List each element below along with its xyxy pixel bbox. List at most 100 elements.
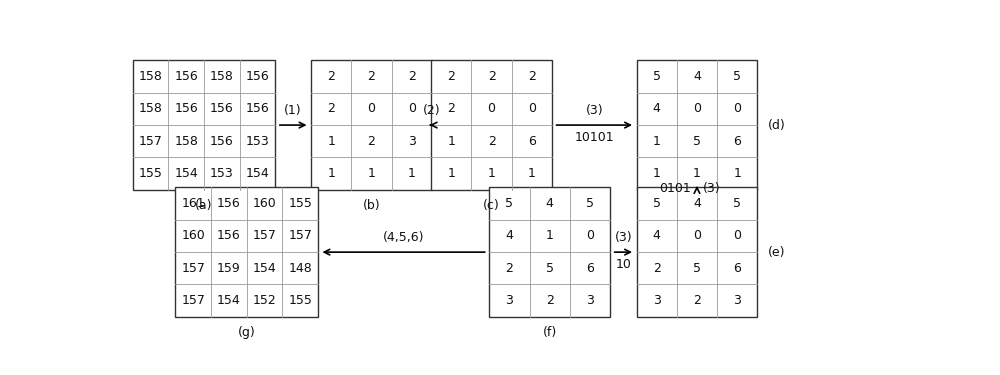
- Text: 158: 158: [139, 70, 163, 83]
- Text: (1): (1): [284, 104, 302, 117]
- Text: 0: 0: [733, 230, 741, 243]
- Text: 160: 160: [181, 230, 205, 243]
- Text: 0: 0: [408, 102, 416, 116]
- Bar: [133, 60, 275, 190]
- Text: 158: 158: [210, 70, 234, 83]
- Text: 2: 2: [368, 135, 375, 148]
- Text: 5: 5: [546, 262, 554, 275]
- Text: 154: 154: [217, 294, 241, 307]
- Text: 1: 1: [546, 230, 554, 243]
- Text: 3: 3: [733, 294, 741, 307]
- Text: 4: 4: [546, 197, 554, 210]
- Text: 1: 1: [653, 167, 661, 180]
- Bar: [175, 188, 318, 317]
- Text: 1: 1: [528, 167, 536, 180]
- Text: (b): (b): [363, 199, 380, 212]
- Text: 160: 160: [253, 197, 276, 210]
- Text: 2: 2: [447, 70, 455, 83]
- Text: 1: 1: [653, 135, 661, 148]
- Text: 5: 5: [693, 262, 701, 275]
- Text: 155: 155: [288, 294, 312, 307]
- Text: (d): (d): [768, 118, 786, 132]
- Text: 154: 154: [246, 167, 269, 180]
- Text: 148: 148: [288, 262, 312, 275]
- Text: 3: 3: [586, 294, 594, 307]
- Text: (g): (g): [238, 326, 256, 339]
- Text: 4: 4: [693, 70, 701, 83]
- Text: 153: 153: [210, 167, 234, 180]
- Text: 10101: 10101: [574, 131, 614, 144]
- Text: 155: 155: [139, 167, 163, 180]
- Text: 0: 0: [488, 102, 496, 116]
- Text: 2: 2: [368, 70, 375, 83]
- Text: 157: 157: [181, 262, 205, 275]
- Text: 1: 1: [447, 135, 455, 148]
- Text: (3): (3): [615, 231, 632, 244]
- Text: 158: 158: [139, 102, 163, 116]
- Text: (a): (a): [195, 199, 213, 212]
- Text: 4: 4: [693, 197, 701, 210]
- Text: 153: 153: [246, 135, 269, 148]
- Text: 1: 1: [368, 167, 375, 180]
- Text: 156: 156: [246, 102, 269, 116]
- Text: 0: 0: [528, 102, 536, 116]
- Text: 154: 154: [174, 167, 198, 180]
- Bar: [431, 60, 552, 190]
- Text: 5: 5: [733, 197, 741, 210]
- Text: 3: 3: [408, 135, 416, 148]
- Text: (3): (3): [703, 182, 721, 195]
- Text: 1: 1: [693, 167, 701, 180]
- Text: 158: 158: [174, 135, 198, 148]
- Text: 1: 1: [327, 135, 335, 148]
- Text: 0: 0: [733, 102, 741, 116]
- Text: 1: 1: [408, 167, 416, 180]
- Text: 1: 1: [733, 167, 741, 180]
- Bar: [637, 60, 757, 190]
- Text: 2: 2: [447, 102, 455, 116]
- Text: 6: 6: [733, 262, 741, 275]
- Text: (f): (f): [543, 326, 557, 339]
- Text: (e): (e): [768, 246, 786, 259]
- Text: 156: 156: [246, 70, 269, 83]
- Text: 1: 1: [488, 167, 496, 180]
- Text: 2: 2: [653, 262, 661, 275]
- Text: (4,5,6): (4,5,6): [383, 231, 424, 244]
- Text: 157: 157: [181, 294, 205, 307]
- Text: 5: 5: [653, 197, 661, 210]
- Text: 156: 156: [174, 70, 198, 83]
- Text: 0: 0: [586, 230, 594, 243]
- Bar: [311, 60, 432, 190]
- Text: 4: 4: [505, 230, 513, 243]
- Text: 5: 5: [693, 135, 701, 148]
- Text: 2: 2: [546, 294, 554, 307]
- Bar: [489, 188, 610, 317]
- Text: 152: 152: [253, 294, 276, 307]
- Text: 5: 5: [653, 70, 661, 83]
- Text: 0101: 0101: [659, 182, 691, 195]
- Text: 157: 157: [288, 230, 312, 243]
- Text: 6: 6: [586, 262, 594, 275]
- Text: (3): (3): [585, 104, 603, 117]
- Bar: [637, 188, 757, 317]
- Text: 2: 2: [488, 70, 496, 83]
- Text: 157: 157: [139, 135, 163, 148]
- Text: 0: 0: [367, 102, 375, 116]
- Text: 156: 156: [210, 135, 234, 148]
- Text: 6: 6: [733, 135, 741, 148]
- Text: 3: 3: [505, 294, 513, 307]
- Text: 2: 2: [528, 70, 536, 83]
- Text: (c): (c): [483, 199, 500, 212]
- Text: 2: 2: [505, 262, 513, 275]
- Text: 5: 5: [586, 197, 594, 210]
- Text: 5: 5: [505, 197, 513, 210]
- Text: 6: 6: [528, 135, 536, 148]
- Text: 161: 161: [181, 197, 205, 210]
- Text: 10: 10: [615, 258, 631, 271]
- Text: 4: 4: [653, 102, 661, 116]
- Text: 2: 2: [408, 70, 416, 83]
- Text: 0: 0: [693, 102, 701, 116]
- Text: 5: 5: [733, 70, 741, 83]
- Text: 154: 154: [253, 262, 276, 275]
- Text: 1: 1: [327, 167, 335, 180]
- Text: 156: 156: [217, 230, 241, 243]
